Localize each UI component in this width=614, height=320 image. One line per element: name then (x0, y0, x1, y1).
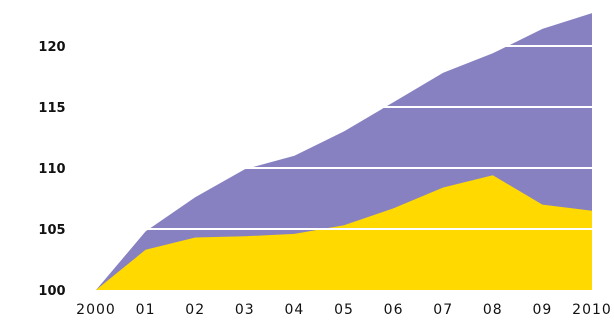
y-tick-label: 105 (38, 223, 65, 238)
y-tick-label: 100 (38, 284, 65, 299)
x-tick-label: 06 (384, 302, 404, 318)
x-tick-label: 01 (136, 302, 156, 318)
y-tick-label: 110 (38, 162, 65, 177)
x-tick-label: 2010 (572, 302, 612, 318)
x-tick-label: 04 (284, 302, 304, 318)
x-tick-label: 08 (483, 302, 503, 318)
x-tick-label: 2000 (76, 302, 116, 318)
x-tick-label: 02 (185, 302, 205, 318)
y-tick-label: 120 (38, 40, 65, 55)
y-tick-label: 115 (38, 101, 65, 116)
plot-areas (96, 13, 592, 290)
gridlines (94, 45, 614, 230)
x-tick-label: 09 (532, 302, 552, 318)
x-tick-label: 03 (235, 302, 255, 318)
x-axis: 2000 01 02 03 04 05 06 07 08 09 2010 (76, 302, 612, 318)
series-area-1 (96, 175, 592, 290)
y-axis: 100 105 110 115 120 (38, 40, 65, 299)
x-tick-label: 07 (433, 302, 453, 318)
x-tick-label: 05 (334, 302, 354, 318)
